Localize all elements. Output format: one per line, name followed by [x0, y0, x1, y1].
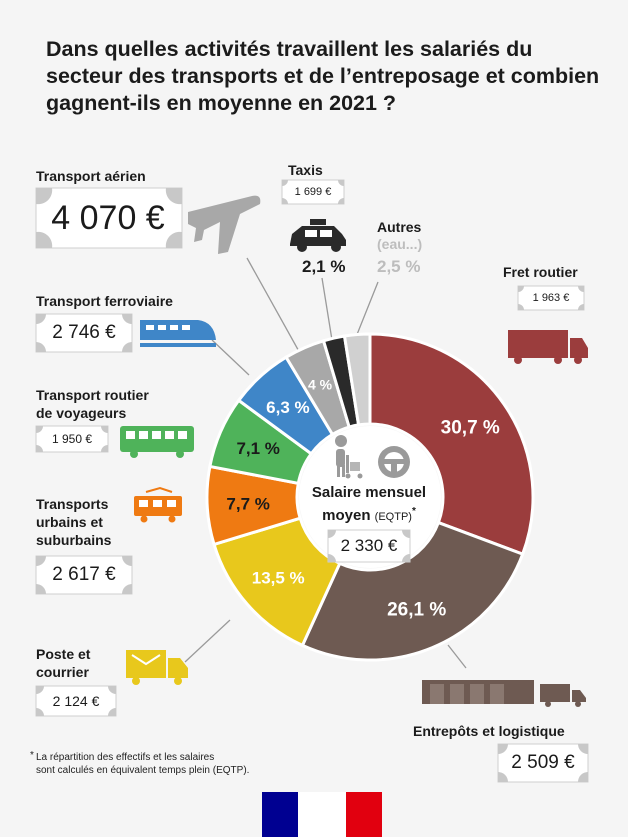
tram-icon: [134, 486, 182, 523]
leader-ferroviaire: [211, 339, 250, 376]
label-urbains-line3: suburbains: [36, 532, 112, 548]
worker-icon: [335, 435, 363, 479]
slice-label-poste: 13,5 %: [252, 568, 305, 587]
leader-poste: [184, 619, 231, 663]
slice-label-fret: 30,7 %: [441, 417, 500, 438]
page-title: Dans quelles activités travaillent les s…: [46, 37, 600, 115]
slice-entrepots: [300, 520, 525, 662]
salary-urbains: 2 617 €: [52, 564, 116, 585]
salary-ferroviaire: 2 746 €: [52, 322, 116, 343]
label-taxis: Taxis: [288, 162, 323, 178]
label-voyageurs-line2: de voyageurs: [36, 405, 127, 421]
warehouse-icon: [422, 680, 586, 707]
footnote-marker: *: [30, 750, 34, 761]
slice-autres: [342, 332, 372, 427]
slice-label-ferroviaire: 6,3 %: [266, 398, 309, 417]
salary-bill-aerien: [35, 187, 183, 249]
salary-poste: 2 124 €: [52, 693, 100, 709]
slice-label-urbains: 7,7 %: [226, 495, 269, 514]
salary-bill-urbains: [35, 555, 133, 595]
label-urbains-line2: urbains et: [36, 514, 103, 530]
center-asterisk: *: [411, 506, 416, 517]
bus-icon: [120, 426, 194, 458]
label-autres: Autres: [377, 219, 422, 235]
footnote-line2: sont calculés en équivalent temps plein …: [36, 765, 250, 776]
salary-bill-ferroviaire: [35, 313, 133, 353]
label-poste-line2: courrier: [36, 664, 89, 680]
autres-percent: 2,5 %: [377, 257, 421, 276]
label-voyageurs-line1: Transport routier: [36, 387, 149, 403]
slice-label-voyageurs: 7,1 %: [236, 439, 279, 458]
salary-bill-fret: [517, 285, 585, 311]
salary-bill-voyageurs: [35, 425, 109, 453]
taxi-icon: [290, 219, 346, 252]
salary-bill-poste: [35, 685, 117, 717]
label-fret-routier: Fret routier: [503, 264, 578, 280]
leader-autres: [355, 281, 379, 338]
leader-aerien: [246, 257, 302, 356]
slice-label-entrepots: 26,1 %: [387, 600, 446, 621]
slice-label-aerien: 4 %: [308, 377, 333, 393]
salary-fret: 1 963 €: [532, 292, 570, 304]
steering-wheel-icon: [378, 446, 410, 478]
center-label-line2: moyen (EQTP)*: [304, 503, 434, 526]
taxis-percent: 2,1 %: [302, 257, 346, 276]
salary-voyageurs: 1 950 €: [51, 432, 93, 446]
donut-slice-labels: 30,7 % 26,1 % 13,5 % 7,7 % 7,1 % 6,3 % 4 %: [226, 377, 500, 621]
mail-van-icon: [126, 650, 188, 685]
center-label-moyen: moyen: [322, 507, 371, 524]
label-entrepots: Entrepôts et logistique: [413, 723, 565, 739]
salary-bill-entrepots: [497, 743, 589, 783]
center-label-line1: Salaire mensuel: [311, 484, 427, 501]
label-poste-line1: Poste et: [36, 646, 91, 662]
leader-lines: [184, 257, 467, 669]
salary-taxis: 1 699 €: [294, 186, 332, 198]
label-transport-aerien: Transport aérien: [36, 168, 146, 184]
center-label-eqtp: (EQTP): [374, 511, 412, 523]
leader-entrepots: [447, 644, 467, 669]
label-transport-ferroviaire: Transport ferroviaire: [36, 293, 173, 309]
center-salary: 2 330 €: [340, 536, 398, 555]
footnote-line1: La répartition des effectifs et les sala…: [36, 752, 215, 763]
label-urbains-line1: Transports: [36, 496, 109, 512]
salary-entrepots: 2 509 €: [511, 752, 575, 773]
label-autres-sub: (eau...): [377, 236, 423, 252]
salary-aerien: 4 070 €: [51, 199, 165, 237]
train-icon: [140, 320, 216, 347]
salary-bill-taxis: [281, 179, 345, 205]
republique-francaise-logo: [262, 792, 382, 837]
slice-fret: [368, 332, 535, 557]
truck-icon: [508, 330, 588, 364]
airplane-icon: [188, 195, 261, 254]
leader-taxis: [321, 277, 333, 341]
salary-bill-center: [327, 529, 411, 563]
